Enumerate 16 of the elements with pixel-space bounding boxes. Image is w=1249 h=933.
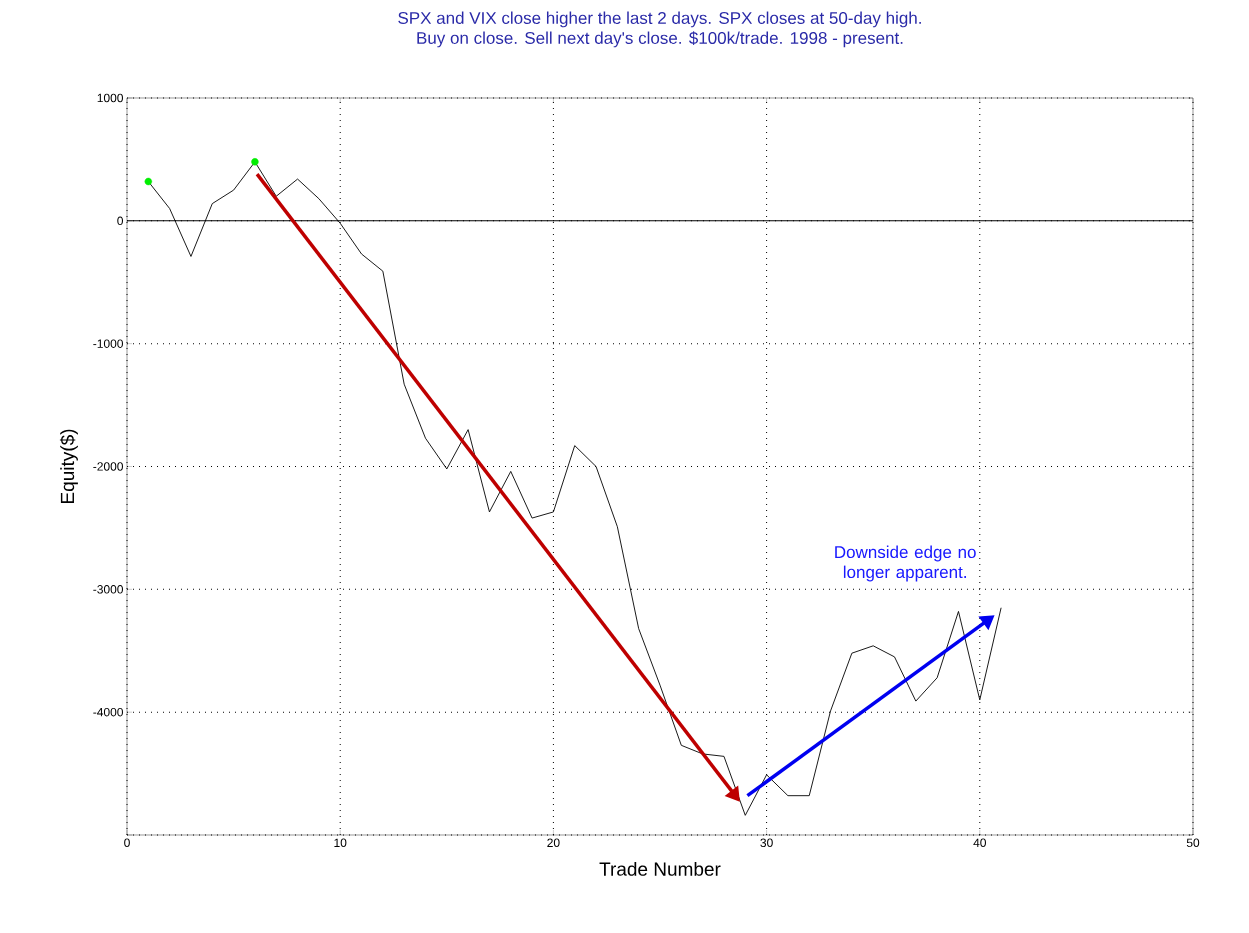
chart-title: SPX and VIX close higher the last 2 days. SPX closes at 50-day high. (398, 11, 921, 28)
y-axis-title: Equity($) (59, 429, 78, 503)
x-tick-label: 40 (973, 838, 986, 848)
annotation: Downside edge no longer apparent. (835, 545, 976, 582)
y-tick-label: -3000 (93, 585, 124, 594)
chart-subtitle: Buy on close. Sell next day's close. $100k/trade. 1998 - present. (417, 31, 903, 48)
y-tick-label: -4000 (93, 707, 124, 717)
x-tick-label: 30 (760, 838, 773, 848)
y-tick-label: 0 (117, 216, 124, 226)
x-tick-label: 50 (1186, 838, 1200, 848)
y-tick-label: -2000 (93, 462, 124, 471)
x-axis-title: Trade Number (599, 861, 721, 876)
y-tick-label: 1000 (97, 93, 124, 103)
y-tick-label: -1000 (93, 339, 124, 348)
x-tick-label: 20 (547, 838, 560, 848)
x-tick-label: 10 (334, 838, 347, 848)
